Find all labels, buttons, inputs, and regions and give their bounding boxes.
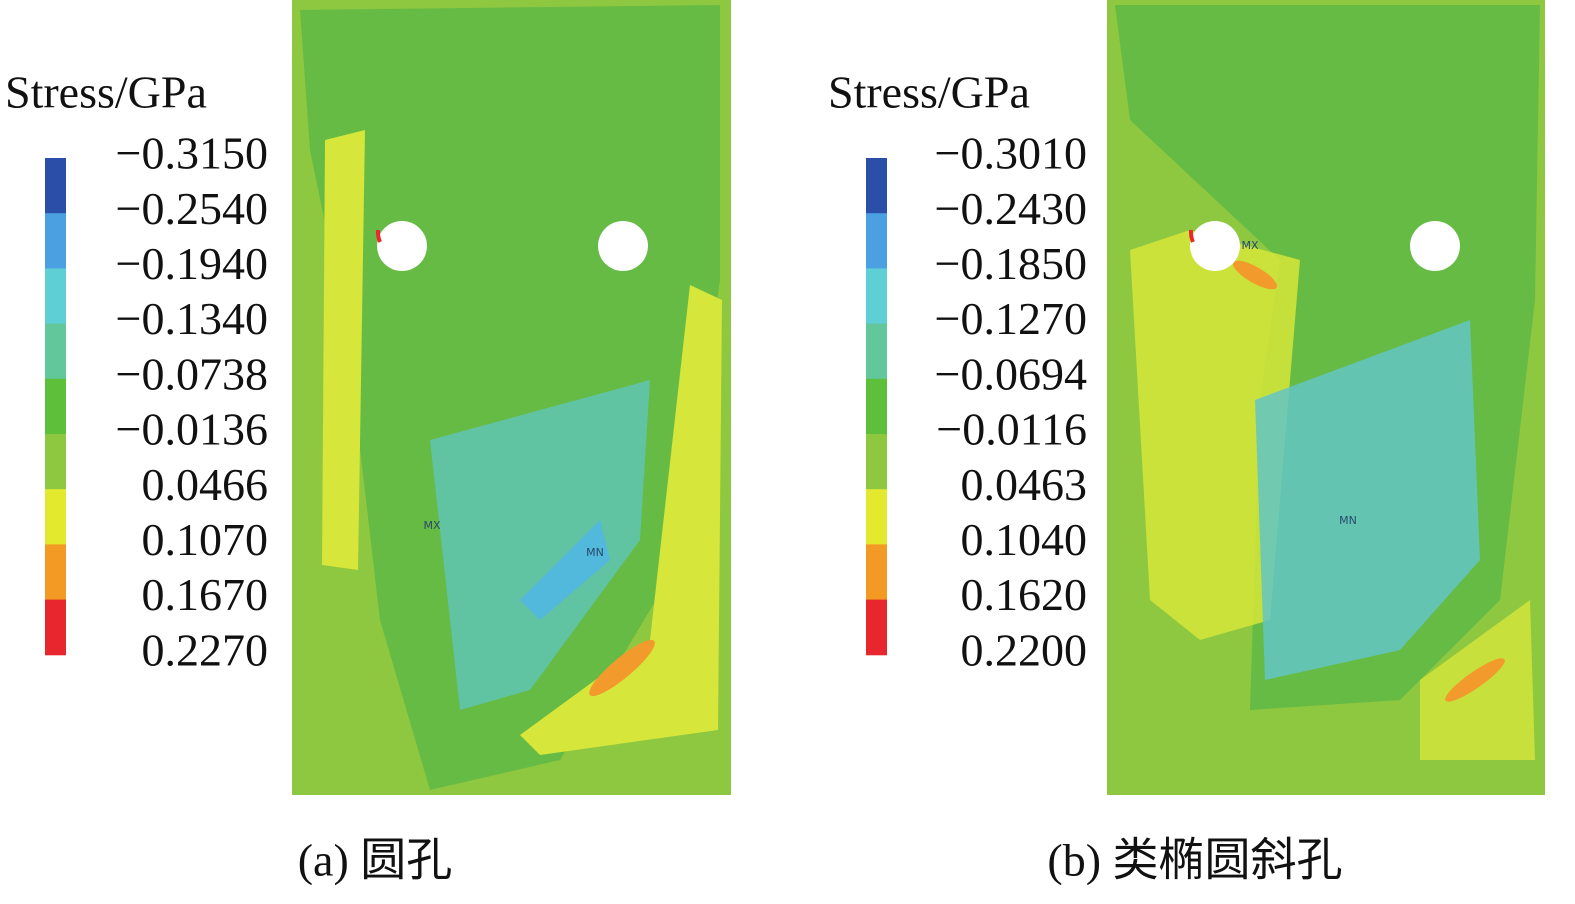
legend-swatch bbox=[45, 599, 66, 656]
legend-swatch bbox=[45, 489, 66, 545]
legend-swatch bbox=[45, 158, 66, 214]
legend-label: 0.1040 bbox=[961, 514, 1088, 565]
legend-swatch bbox=[45, 544, 66, 601]
legend-label: −0.0116 bbox=[936, 404, 1087, 455]
legend-title: Stress/GPa bbox=[828, 67, 1030, 118]
legend-label: −0.2540 bbox=[116, 183, 268, 234]
legend-swatch bbox=[45, 434, 66, 490]
legend-swatch bbox=[45, 268, 66, 325]
legend-swatch bbox=[866, 213, 887, 269]
marker-label: MX bbox=[1241, 239, 1258, 252]
legend-label: −0.1850 bbox=[935, 238, 1087, 289]
legend-label: −0.3150 bbox=[116, 128, 268, 179]
legend-swatch bbox=[866, 434, 887, 490]
legend-label: −0.0136 bbox=[116, 404, 268, 455]
legend-label: −0.2430 bbox=[935, 183, 1087, 234]
legend-label: −0.0738 bbox=[116, 348, 268, 399]
plate-b bbox=[1107, 0, 1545, 795]
plate-a bbox=[292, 0, 731, 795]
legend-swatch bbox=[45, 378, 66, 435]
legend-label: 0.2200 bbox=[961, 624, 1088, 675]
legend-label: 0.0466 bbox=[142, 459, 269, 510]
caption: (a) 圆孔 bbox=[298, 835, 453, 886]
legend-label: −0.3010 bbox=[935, 128, 1087, 179]
legend-swatch bbox=[866, 378, 887, 435]
legend-swatch bbox=[45, 213, 66, 269]
legend-swatch bbox=[866, 599, 887, 656]
legend-label: −0.1940 bbox=[116, 238, 268, 289]
legend-label: −0.0694 bbox=[935, 348, 1087, 399]
legend-label: 0.1070 bbox=[142, 514, 269, 565]
legend-swatch bbox=[866, 489, 887, 545]
legend-swatch bbox=[866, 268, 887, 325]
marker-label: MN bbox=[1339, 514, 1357, 527]
marker-label: MX bbox=[423, 519, 440, 532]
legend-swatch bbox=[45, 323, 66, 380]
legend-swatch bbox=[866, 544, 887, 601]
legend-swatch bbox=[866, 323, 887, 380]
legend-label: 0.1620 bbox=[961, 569, 1088, 620]
legend-label: −0.1340 bbox=[116, 293, 268, 344]
legend-label: −0.1270 bbox=[935, 293, 1087, 344]
caption: (b) 类椭圆斜孔 bbox=[1047, 835, 1342, 886]
legend-title: Stress/GPa bbox=[5, 67, 207, 118]
legend-label: 0.2270 bbox=[142, 624, 269, 675]
legend-swatch bbox=[866, 158, 887, 214]
marker-label: MN bbox=[586, 546, 604, 559]
legend-label: 0.0463 bbox=[961, 459, 1088, 510]
legend-label: 0.1670 bbox=[142, 569, 269, 620]
